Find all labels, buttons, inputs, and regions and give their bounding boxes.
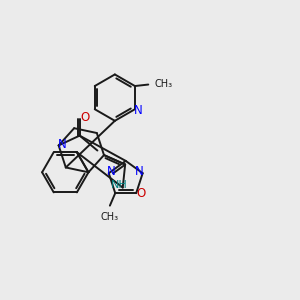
Text: CH₃: CH₃ [155,79,173,89]
Text: O: O [136,187,145,200]
Text: N: N [134,104,142,117]
Text: N: N [58,138,67,151]
Text: O: O [80,111,89,124]
Text: CH₃: CH₃ [101,212,119,222]
Text: N: N [134,165,143,178]
Text: NH: NH [111,180,128,190]
Text: N: N [107,165,116,178]
